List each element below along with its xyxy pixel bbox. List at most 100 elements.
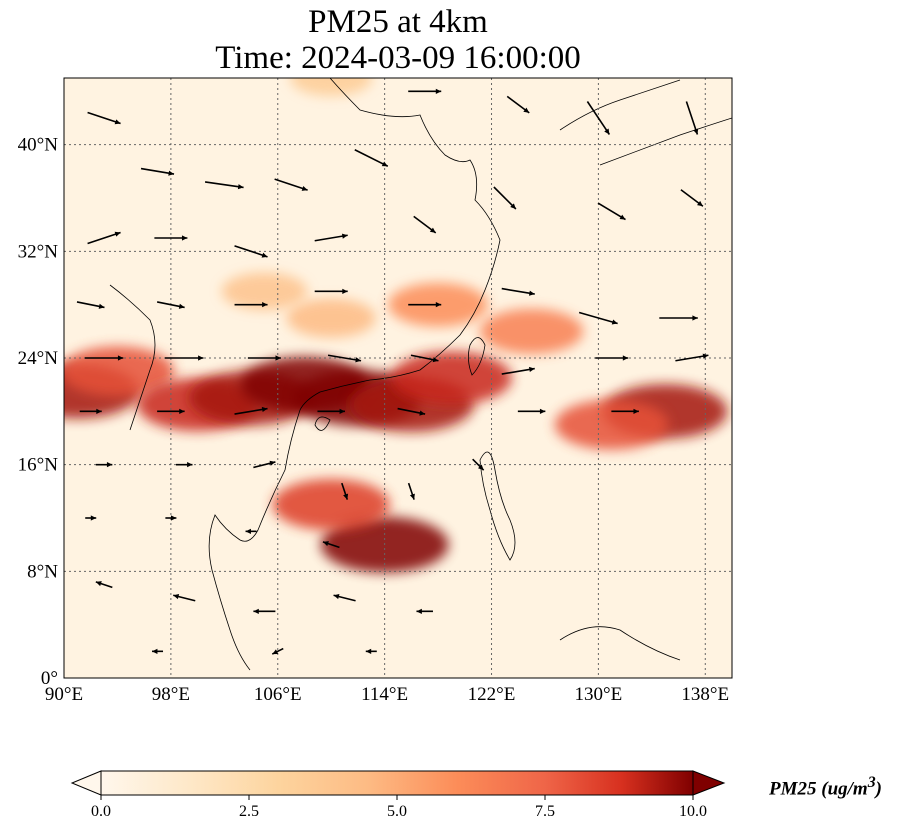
wind-vector [408,88,442,94]
coastline-china [299,78,501,411]
wind-vector [245,528,257,534]
wind-vector [408,302,442,308]
wind-vector [234,406,268,415]
wind-vector [152,648,164,654]
wind-vector [578,311,618,325]
wind-vector [76,301,105,309]
wind-vector [595,355,629,361]
wind-vector [341,482,349,500]
lat-tick-label: 40°N [18,135,59,156]
wind-vector [493,186,517,210]
wind-vector [175,462,193,468]
colorbar-label: PM25 (ug/m3) [769,774,882,800]
pm25-plume [390,351,512,405]
coastline-luzon [479,451,516,561]
lat-tick-label: 0° [41,668,58,689]
wind-vector [407,482,415,500]
colorbar-tick-label: 0.0 [91,803,111,820]
coastline-borneo-sulawesi [559,626,681,661]
wind-vector [84,355,124,361]
wind-vector [410,354,439,363]
wind-vector [253,460,276,469]
coastline-korea-japan [559,79,732,166]
wind-vector [586,101,611,135]
colorbar-tick-label: 5.0 [387,803,407,820]
lat-tick-label: 16°N [18,455,59,476]
wind-vector [87,111,121,125]
wind-vector [95,462,113,468]
wind-vector [95,581,113,589]
colorbar-extend-max [692,770,726,796]
wind-vector [234,245,268,258]
wind-vector [156,301,185,309]
lon-tick-label: 106°E [254,684,302,705]
wind-vector [413,215,437,234]
wind-vector [253,608,276,614]
wind-vector [354,149,389,167]
wind-vector [271,647,284,655]
wind-vector [416,608,433,614]
wind-vectors [76,88,709,655]
wind-vector [333,594,356,602]
wind-vector [322,541,340,549]
lon-tick-label: 114°E [361,684,408,705]
colorbar: 0.0 2.5 5.0 7.5 10.0 [70,770,726,820]
wind-vector [274,178,308,191]
coastlines [109,78,732,671]
wind-vector [675,353,709,362]
wind-vector [506,95,530,114]
pm25-field [64,78,728,573]
wind-vector [317,408,345,414]
pm25-plume [64,346,175,397]
pm25-plume [554,399,669,450]
map-title: PM25 at 4km [308,4,488,40]
wind-vector [327,354,362,363]
pm25-plume [479,308,584,354]
pm25-plume [272,478,390,531]
colorbar-gradient [100,770,694,796]
lat-tick-label: 32°N [18,241,59,262]
wind-vector [680,189,704,207]
pm25-plume [221,272,308,311]
wind-vector [314,233,348,242]
coastline-bay-bengal [109,284,156,431]
wind-vector [247,355,281,361]
lon-tick-label: 138°E [681,684,729,705]
wind-vector [87,231,121,245]
wind-vector [397,407,426,416]
coastline-taiwan [468,337,486,376]
wind-vector [140,167,175,176]
coastline-malay [208,514,251,671]
lon-tick-label: 90°E [45,684,83,705]
colorbar-tick-label: 10.0 [679,803,707,820]
pm25-plume [290,78,373,96]
pm25-plume [286,298,376,338]
colorbar-tick-label: 7.5 [535,803,555,820]
wind-vector [517,408,546,414]
wind-vector [154,235,188,241]
wind-vector [79,408,102,414]
wind-vector [314,288,348,294]
colorbar-ticks: 0.0 2.5 5.0 7.5 10.0 [91,795,707,820]
lon-tick-label: 98°E [152,684,190,705]
map-frame [63,77,733,679]
wind-vector [501,287,535,296]
wind-vector [685,101,699,135]
colorbar-tick-label: 2.5 [239,803,259,820]
lat-tick-label: 24°N [18,348,59,369]
wind-vector [204,181,244,190]
map-subtitle-time: Time: 2024-03-09 16:00:00 [215,40,581,76]
wind-vector [165,515,177,521]
colorbar-extend-min [70,770,102,796]
lat-tick-labels: 0° 8°N 16°N 24°N 32°N 40°N [18,135,59,689]
wind-vector [472,458,485,471]
wind-vector [157,408,185,414]
lat-tick-label: 8°N [27,561,58,582]
wind-vector [365,648,377,654]
gridlines [64,78,732,678]
wind-vector [173,594,196,602]
wind-vector [164,355,204,361]
coastline-vietnam [239,409,301,542]
wind-vector [501,366,535,375]
